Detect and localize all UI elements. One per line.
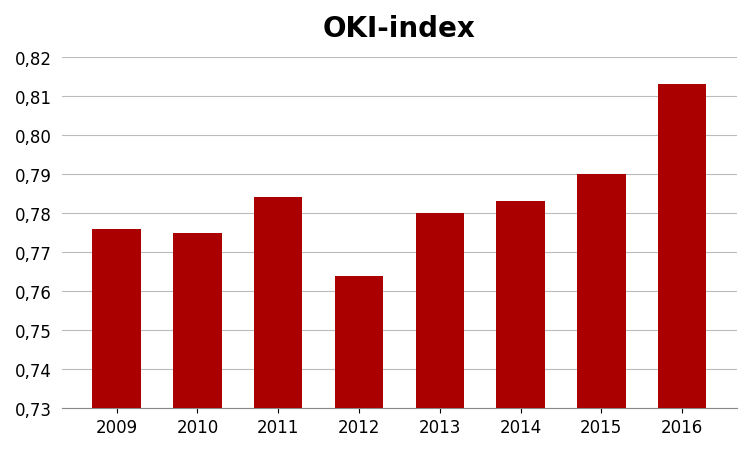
Bar	[254, 198, 302, 451]
Title: OKI-index: OKI-index	[323, 15, 476, 43]
Bar	[577, 175, 626, 451]
Bar	[335, 276, 384, 451]
Bar	[496, 202, 544, 451]
Bar	[658, 85, 706, 451]
Bar	[92, 229, 141, 451]
Bar	[416, 214, 464, 451]
Bar	[173, 233, 222, 451]
